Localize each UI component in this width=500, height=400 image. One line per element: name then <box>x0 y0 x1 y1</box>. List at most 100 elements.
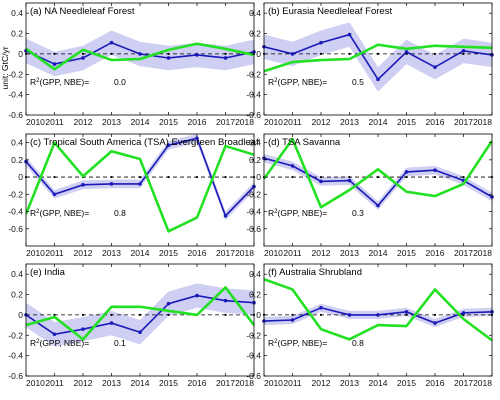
panel-f-gpp-point <box>319 305 323 310</box>
panel-d-gpp-point <box>404 170 409 174</box>
panel-d-r2-value: 0.3 <box>352 208 364 218</box>
panel-c-x-tick-label: 2018 <box>235 248 254 258</box>
panel-e-x-tick-label: 2014 <box>131 378 150 388</box>
panel-b-nbe-line <box>264 43 492 73</box>
panel-c-zero-marker <box>138 175 142 179</box>
panel-a-zero-marker <box>53 52 56 56</box>
panel-e-x-tick-label: 2010 <box>26 378 45 388</box>
panel-d-x-tick-label: 2010 <box>264 248 283 258</box>
panel-e-gpp-point <box>223 298 228 303</box>
panel-a-x-tick-label: 2012 <box>74 117 93 127</box>
panel-f-zero-marker <box>319 313 323 317</box>
panel-d-x-tick-label: 2018 <box>473 248 492 258</box>
panel-e-y-tick-label: 0.4 <box>11 269 23 279</box>
panel-c-y-tick-label: -0.2 <box>8 189 23 199</box>
panel-d-gpp-uncertainty-band <box>264 153 492 210</box>
panel-b-x-tick-label: 2012 <box>312 117 331 127</box>
panel-b-x-tick-label: 2016 <box>426 117 445 127</box>
panel-e-y-tick-label: -0.2 <box>8 330 23 340</box>
panel-a-gpp-point <box>138 52 142 56</box>
panel-b-gpp-point <box>376 77 380 82</box>
panel-c-title: (c) Tropical South America (TSA) Evergre… <box>30 137 259 148</box>
panel-d-y-tick-label: -0.6 <box>246 224 261 234</box>
panel-e-nbe-line <box>26 286 254 341</box>
panel-f-gpp-point <box>404 310 409 314</box>
panel-f-y-tick-label: 0 <box>256 310 261 320</box>
panel-b-y-tick-label: -0.2 <box>246 69 261 79</box>
panel-c-y-tick-label: 0.4 <box>11 138 23 148</box>
panel-a-y-tick-label: 0.4 <box>11 8 23 18</box>
panel-e-x-tick-label: 2016 <box>188 378 207 388</box>
panel-c-x-tick-label: 2014 <box>131 248 150 258</box>
panel-f-x-tick-label: 2015 <box>397 378 416 388</box>
panel-b-r2-value: 0.5 <box>352 77 364 87</box>
panel-d-x-tick-label: 2013 <box>340 248 359 258</box>
panel-b-zero-marker <box>462 52 465 56</box>
panel-b-gpp-point <box>461 49 466 53</box>
panel-b-x-tick-label: 2018 <box>473 117 492 127</box>
panel-a-gpp-point <box>109 40 114 45</box>
panel-e-x-tick-label: 2017 <box>216 378 235 388</box>
panel-a-x-tick-label: 2011 <box>45 117 64 127</box>
panel-e-gpp-point <box>166 301 171 306</box>
panel-c-x-tick-label: 2011 <box>45 248 64 258</box>
panel-b-zero-marker <box>348 52 351 56</box>
panel-c-gpp-point <box>52 192 57 197</box>
panel-a-y-tick-label: -0.4 <box>8 90 23 100</box>
panel-f-y-tick-label: -0.6 <box>246 371 261 381</box>
panel-f: -0.6 -0.4 -0.2 0 0.2 0.4 2010 2011 2012 2013 2014 2… <box>246 263 494 388</box>
panel-b-gpp-point <box>433 65 437 69</box>
panel-d-gpp-point <box>376 203 380 208</box>
panel-c-x-tick-label: 2012 <box>74 248 93 258</box>
panel-d-nbe-line <box>264 137 492 209</box>
panel-a-y-tick-label: 0 <box>18 49 23 59</box>
panel-e-x-tick-label: 2013 <box>102 378 121 388</box>
panel-c-y-tick-label: 0.2 <box>11 155 23 165</box>
panel-a-x-tick-label: 2014 <box>131 117 150 127</box>
panel-a-zero-marker <box>224 52 227 56</box>
panel-f-y-tick-label: -0.2 <box>246 330 261 340</box>
panel-e-zero-marker <box>224 313 227 317</box>
panel-d-gpp-point <box>347 178 352 183</box>
panel-e-x-tick-label: 2011 <box>45 378 64 388</box>
panel-c-y-tick-label: -0.4 <box>8 207 23 217</box>
panel-b-y-tick-label: 0 <box>256 49 261 59</box>
panel-f-x-tick-label: 2017 <box>454 378 473 388</box>
panel-d: -0.6 -0.4 -0.2 0 0.2 0.4 2010 2011 2012 2013 2014 2… <box>246 133 494 258</box>
panel-d-x-tick-label: 2016 <box>426 248 445 258</box>
panel-e-gpp-point <box>195 293 199 298</box>
panel-a-x-tick-label: 2013 <box>102 117 121 127</box>
panel-b-title: (b) Eurasia Needleleaf Forest <box>268 6 392 17</box>
panel-b-zero-marker <box>433 52 437 56</box>
panel-b-y-tick-label: -0.4 <box>246 90 261 100</box>
panel-d-y-tick-label: -0.2 <box>246 189 261 199</box>
panel-b-gpp-point <box>404 50 409 54</box>
panel-a-y-tick-label: -0.2 <box>8 69 23 79</box>
panel-e-zero-marker <box>138 313 142 317</box>
panel-d-zero-marker <box>433 175 437 179</box>
panel-a-y-tick-label: -0.6 <box>8 110 23 120</box>
panel-f-r2-value: 0.8 <box>352 338 364 348</box>
panel-b-gpp-point <box>347 32 352 37</box>
panel-f-r2-label: R2(GPP, NBE)= <box>268 338 327 348</box>
panel-a-title: (a) NA Needleleaf Forest <box>30 6 135 17</box>
panel-c-gpp-point <box>138 182 142 186</box>
panel-b-gpp-uncertainty-band <box>264 22 492 92</box>
panel-d-zero-marker <box>462 175 465 179</box>
panel-b-y-tick-label: 0.4 <box>249 8 261 18</box>
panel-a-x-tick-label: 2018 <box>235 117 254 127</box>
panel-d-zero-marker <box>376 175 380 179</box>
panel-d-y-tick-label: 0.2 <box>249 155 261 165</box>
panel-c-x-tick-label: 2017 <box>216 248 235 258</box>
panel-c-y-tick-label: -0.6 <box>8 224 23 234</box>
panel-f-gpp-point <box>461 311 466 315</box>
panel-b-x-tick-label: 2014 <box>369 117 388 127</box>
panel-d-x-tick-label: 2011 <box>283 248 302 258</box>
panel-c: -0.6 -0.4 -0.2 0 0.2 0.4 2010 2011 2012 2013 2014 2… <box>8 133 259 258</box>
panel-a-gpp-point <box>166 56 171 60</box>
panel-c-zero-marker <box>53 175 56 179</box>
panel-c-gpp-point <box>223 214 228 218</box>
panel-e: -0.6 -0.4 -0.2 0 0.2 0.4 2010 2011 2012 2013 2014 2… <box>8 263 256 388</box>
panel-f-zero-marker <box>433 313 437 317</box>
